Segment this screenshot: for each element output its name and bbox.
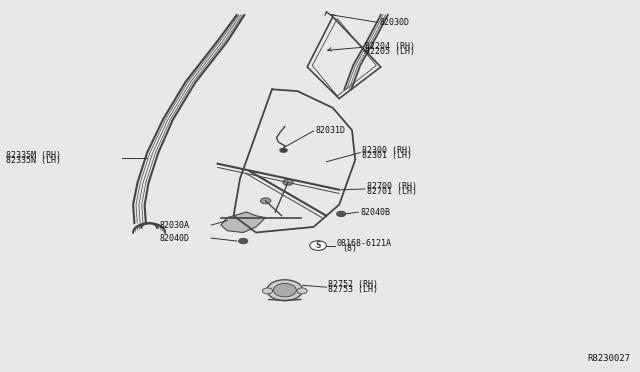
Text: R8230027: R8230027: [588, 354, 630, 363]
Text: 82335M (RH): 82335M (RH): [6, 151, 61, 160]
Text: 82701 (LH): 82701 (LH): [367, 187, 417, 196]
Text: S: S: [316, 241, 321, 250]
Circle shape: [310, 241, 326, 250]
Text: 82040B: 82040B: [360, 208, 390, 217]
Circle shape: [297, 288, 307, 294]
Circle shape: [260, 198, 271, 204]
Circle shape: [267, 280, 303, 301]
Text: 82031D: 82031D: [316, 126, 346, 135]
Circle shape: [283, 179, 293, 185]
Text: 82205 (LH): 82205 (LH): [365, 47, 415, 56]
Circle shape: [273, 283, 296, 297]
Polygon shape: [221, 212, 266, 232]
Text: 82301 (LH): 82301 (LH): [362, 151, 412, 160]
Circle shape: [262, 288, 273, 294]
Text: 82300 (RH): 82300 (RH): [362, 146, 412, 155]
Circle shape: [280, 148, 287, 153]
Text: 82030A: 82030A: [160, 221, 190, 230]
Text: 82030D: 82030D: [380, 18, 410, 27]
Circle shape: [337, 211, 346, 217]
Text: 82040D: 82040D: [160, 234, 190, 243]
Text: 82700 (RH): 82700 (RH): [367, 182, 417, 191]
Text: 82204 (RH): 82204 (RH): [365, 42, 415, 51]
Text: 08168-6121A: 08168-6121A: [337, 239, 392, 248]
Text: 82752 (RH): 82752 (RH): [328, 280, 378, 289]
Text: 82753 (LH): 82753 (LH): [328, 285, 378, 294]
Text: 82335N (LH): 82335N (LH): [6, 156, 61, 165]
Circle shape: [239, 238, 248, 244]
Text: (8): (8): [342, 244, 356, 253]
